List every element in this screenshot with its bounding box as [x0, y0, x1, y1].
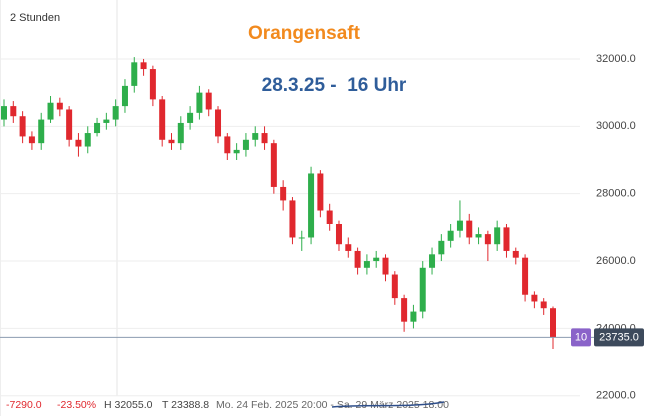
candle-body	[112, 106, 119, 120]
candle-body	[494, 227, 501, 245]
candle-body	[19, 116, 26, 137]
footer-range: Mo. 24 Feb. 2025 20:00 - Sa. 29 März 202…	[216, 399, 449, 411]
candle-body	[373, 257, 380, 262]
candle-body	[159, 99, 166, 140]
candle-body	[522, 257, 529, 295]
badge: 10	[575, 331, 587, 343]
chart-title: Orangensaft	[248, 23, 361, 44]
candle-body	[121, 85, 128, 107]
candle-body	[298, 237, 305, 239]
candle-body	[429, 254, 436, 268]
candle-body	[550, 308, 556, 338]
footer-low: T 23388.8	[162, 399, 209, 411]
badge-box	[571, 328, 591, 347]
candle-body	[196, 92, 203, 113]
candle-body	[261, 133, 268, 144]
candle-body	[280, 186, 287, 201]
y-tick-label: 30000.0	[596, 120, 636, 132]
candle-body	[270, 143, 277, 187]
candle-body	[391, 274, 398, 299]
candle-body	[140, 62, 147, 70]
y-tick-label: 26000.0	[596, 255, 636, 267]
footer-change: -7290.0	[6, 399, 42, 411]
candle-body	[419, 267, 426, 312]
interval-label: 2 Stunden	[10, 12, 60, 24]
candle-body	[131, 62, 138, 86]
candle-body	[456, 220, 463, 231]
candle-body	[215, 109, 222, 137]
candle-body	[410, 311, 417, 322]
current-price-label: 23735.0	[599, 331, 639, 343]
footer-high: H 32055.0	[104, 399, 153, 411]
candle-body	[317, 173, 324, 211]
candle-body	[466, 220, 473, 238]
chart-subtitle: 28.3.25 - 16 Uhr	[262, 75, 407, 96]
candle-body	[326, 210, 333, 224]
candle-body	[335, 224, 342, 245]
candle-body	[363, 261, 370, 268]
candle-body	[242, 139, 249, 150]
candle-body	[503, 227, 510, 251]
footer-change-pct: -23.50%	[57, 399, 96, 411]
candle-body	[308, 173, 315, 238]
candle-body	[149, 69, 156, 100]
candle-body	[345, 244, 352, 251]
candle-body	[531, 294, 538, 302]
candle-body	[10, 106, 17, 117]
candle-body	[540, 301, 547, 309]
candle-body	[354, 250, 361, 268]
candle-body	[484, 234, 491, 245]
price-label-box	[594, 328, 644, 347]
candle-body	[187, 112, 194, 123]
candle-body	[56, 102, 63, 110]
y-tick-label: 28000.0	[596, 188, 636, 200]
candle-body	[38, 119, 45, 144]
scribble	[331, 401, 445, 408]
candle-body	[512, 250, 519, 258]
candle-body	[177, 122, 184, 144]
candle-body	[224, 136, 231, 154]
candle-body	[1, 106, 7, 120]
candle-body	[168, 139, 175, 144]
candle-body	[447, 230, 454, 241]
candle-body	[47, 102, 54, 120]
candle-body	[66, 109, 73, 140]
candle-body	[401, 298, 408, 322]
candle-body	[289, 200, 296, 238]
candle-body	[475, 234, 482, 238]
candle-body	[233, 149, 240, 154]
candle-body	[28, 136, 35, 144]
candle-body	[94, 122, 101, 134]
candle-body	[103, 119, 110, 123]
candle-body	[205, 92, 212, 110]
y-tick-label: 22000.0	[596, 390, 636, 402]
candle-body	[75, 139, 82, 147]
candle-body	[84, 133, 91, 147]
candle-body	[252, 133, 259, 140]
candle-body	[438, 240, 445, 255]
y-tick-label: 32000.0	[596, 53, 636, 65]
candle-body	[382, 257, 389, 275]
